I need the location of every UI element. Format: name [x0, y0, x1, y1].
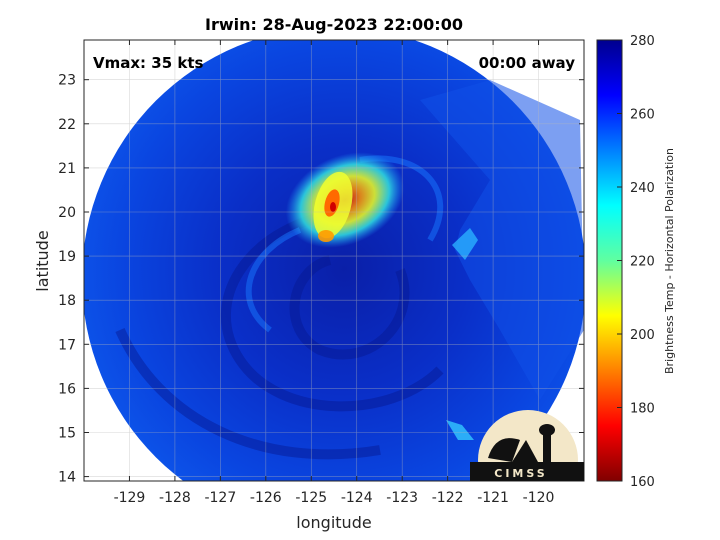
x-tick-label: -125	[295, 490, 327, 506]
colorbar-tick-label: 260	[630, 108, 655, 123]
y-tick-label: 20	[58, 205, 76, 221]
y-axis-label: latitude	[33, 230, 52, 291]
x-tick-label: -128	[159, 490, 191, 506]
logo-ground	[470, 462, 584, 481]
colorbar-tick-label: 180	[630, 402, 655, 417]
y-tick-label: 18	[58, 293, 76, 309]
y-tick-label: 16	[58, 381, 76, 397]
x-tick-label: -126	[250, 490, 282, 506]
x-tick-label: -129	[114, 490, 146, 506]
y-tick-label: 14	[58, 470, 76, 486]
y-tick-label: 23	[58, 73, 76, 89]
y-tick-label: 22	[58, 117, 76, 133]
colorbar-label: Brightness Temp - Horizontal Polarizatio…	[663, 148, 676, 374]
logo-tower-tank-icon	[539, 424, 555, 436]
logo-dish-icon	[488, 438, 520, 462]
chart-title: Irwin: 28-Aug-2023 22:00:00	[205, 15, 463, 34]
colorbar-ticks: 160 180 200 220 240 260 280	[617, 34, 655, 490]
cimss-logo: CIMSS	[470, 410, 584, 481]
y-ticks: 14 15 16 17 18 19 20 21 22 23	[58, 73, 584, 486]
east-swath-edge	[420, 80, 584, 400]
convective-core-south	[318, 230, 334, 242]
logo-tower-icon	[543, 430, 551, 464]
vmax-annotation: Vmax: 35 kts	[93, 54, 203, 72]
colorbar-tick-label: 160	[630, 475, 655, 490]
x-tick-label: -120	[523, 490, 555, 506]
x-ticks: -129 -128 -127 -126 -125 -124 -123 -122 -121 -120	[114, 40, 555, 506]
grid-lines	[84, 40, 584, 481]
x-tick-label: -123	[386, 490, 418, 506]
convective-core-red	[330, 202, 336, 212]
x-axis-label: longitude	[296, 513, 371, 532]
logo-building-icon	[512, 440, 538, 462]
cyan-edge-band-2	[446, 420, 474, 440]
swath-disc	[84, 40, 584, 481]
time-away-annotation: 00:00 away	[479, 54, 576, 72]
brightness-temperature-swath	[84, 40, 584, 481]
y-tick-label: 17	[58, 337, 76, 353]
y-tick-label: 15	[58, 425, 76, 441]
colorbar-tick-label: 240	[630, 181, 655, 196]
colorbar-tick-label: 200	[630, 328, 655, 343]
x-tick-label: -127	[204, 490, 236, 506]
axes-frame	[83, 39, 585, 482]
y-tick-label: 19	[58, 249, 76, 265]
colorbar-tick-label: 220	[630, 255, 655, 270]
x-tick-label: -122	[432, 490, 464, 506]
y-tick-label: 21	[58, 161, 76, 177]
x-tick-label: -121	[477, 490, 509, 506]
cyan-edge-band	[452, 228, 478, 260]
x-tick-label: -124	[341, 490, 373, 506]
logo-text: CIMSS	[494, 467, 547, 480]
colorbar-tick-label: 280	[630, 34, 655, 49]
